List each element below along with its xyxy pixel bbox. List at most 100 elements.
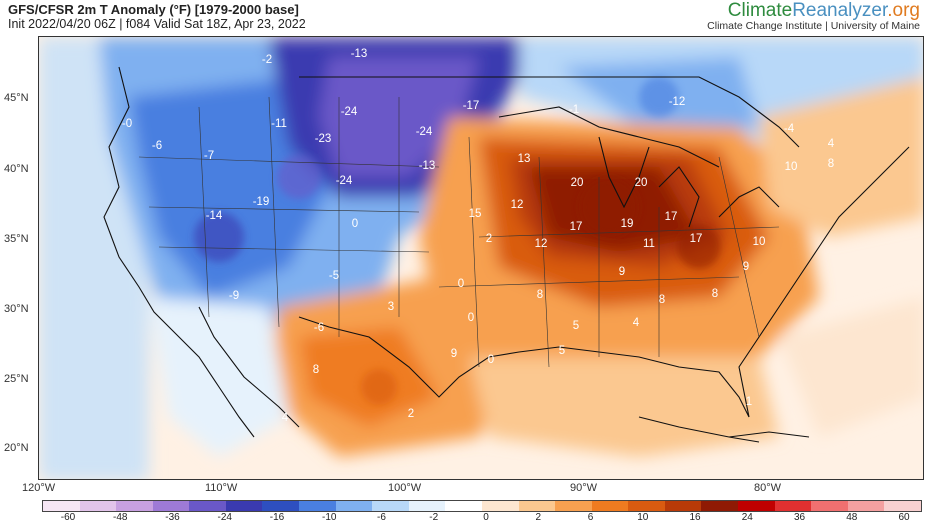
anomaly-label: 8 bbox=[712, 288, 718, 300]
color-scale-segment bbox=[481, 501, 519, 511]
anomaly-label: 13 bbox=[518, 153, 531, 165]
anomaly-label: -12 bbox=[669, 96, 686, 108]
anomaly-label: 9 bbox=[451, 348, 457, 360]
anomaly-label: 0 bbox=[468, 312, 474, 324]
color-scale-segment bbox=[555, 501, 592, 511]
anomaly-label: 8 bbox=[537, 289, 543, 301]
color-scale-segment bbox=[591, 501, 629, 511]
anomaly-label: 0 bbox=[352, 218, 358, 230]
anomaly-label: -2 bbox=[262, 54, 272, 66]
lon-label-100: 100°W bbox=[388, 482, 422, 494]
lon-label-80: 80°W bbox=[754, 482, 782, 494]
anomaly-label: 17 bbox=[665, 211, 678, 223]
lon-label-110: 110°W bbox=[205, 482, 238, 494]
anomaly-label: -17 bbox=[463, 100, 480, 112]
anomaly-label: 4 bbox=[828, 138, 835, 150]
anomaly-label: 8 bbox=[313, 364, 319, 376]
anomaly-label: 12 bbox=[535, 238, 548, 250]
lon-label-90: 90°W bbox=[570, 482, 598, 494]
anomaly-label: -6 bbox=[314, 322, 324, 334]
anomaly-label: 17 bbox=[570, 221, 583, 233]
anomaly-label: 8 bbox=[659, 294, 665, 306]
anomaly-label: -5 bbox=[329, 270, 339, 282]
anomaly-label: -1 bbox=[569, 104, 579, 116]
anomaly-label: 19 bbox=[621, 218, 634, 230]
color-scale-segment bbox=[79, 501, 117, 511]
lat-label-30: 30°N bbox=[4, 303, 29, 315]
anomaly-label: 4 bbox=[633, 317, 640, 329]
anomaly-label: -0 bbox=[122, 118, 132, 130]
anomaly-label: -14 bbox=[206, 210, 223, 222]
map-subtitle: Init 2022/04/20 06Z | f084 Valid Sat 18Z… bbox=[8, 17, 306, 31]
lat-label-45: 45°N bbox=[4, 92, 29, 104]
color-scale-segment bbox=[43, 501, 80, 511]
color-scale-segment bbox=[774, 501, 812, 511]
anomaly-label: -19 bbox=[253, 196, 270, 208]
anomaly-label: -4 bbox=[784, 123, 795, 135]
color-scale-tick: -16 bbox=[269, 512, 285, 523]
anomaly-labels: -13 -2 -24 -11 -23 -24 -17 -13 -24 -6 -7… bbox=[122, 48, 835, 424]
anomaly-label: -6 bbox=[152, 140, 162, 152]
anomaly-label: 2 bbox=[486, 233, 492, 245]
color-scale-tick: -24 bbox=[217, 512, 232, 523]
color-scale-segment bbox=[847, 501, 885, 511]
color-scale-tick: 0 bbox=[483, 512, 489, 523]
color-scale-segment bbox=[701, 501, 738, 511]
anomaly-label: 15 bbox=[469, 208, 482, 220]
anomaly-label: 5 bbox=[573, 320, 579, 332]
color-scale-segment bbox=[335, 501, 373, 511]
lat-label-25: 25°N bbox=[4, 373, 29, 385]
anomaly-label: 11 bbox=[643, 238, 655, 250]
anomaly-label: 8 bbox=[828, 158, 834, 170]
anomaly-label: -11 bbox=[271, 118, 287, 130]
anomaly-label: 5 bbox=[559, 345, 565, 357]
anomaly-label: 2 bbox=[408, 408, 414, 420]
anomaly-label: 17 bbox=[690, 233, 703, 245]
color-scale-tick: -2 bbox=[429, 512, 439, 523]
color-scale-segment bbox=[737, 501, 775, 511]
color-scale-segment bbox=[372, 501, 409, 511]
color-scale-segment bbox=[189, 501, 226, 511]
color-scale-tick: -36 bbox=[165, 512, 180, 523]
anomaly-label: 9 bbox=[743, 261, 749, 273]
color-scale-segment bbox=[628, 501, 665, 511]
anomaly-label: 9 bbox=[619, 266, 625, 278]
anomaly-label: -7 bbox=[204, 150, 214, 162]
anomaly-label: 1 bbox=[746, 396, 752, 408]
color-scale-segment bbox=[811, 501, 848, 511]
anomaly-label: -23 bbox=[315, 133, 332, 145]
anomaly-label: -24 bbox=[336, 175, 353, 187]
color-scale-segment bbox=[445, 501, 482, 511]
color-scale-tick: -60 bbox=[60, 512, 76, 523]
anomaly-map-svg: -13 -2 -24 -11 -23 -24 -17 -13 -24 -6 -7… bbox=[39, 37, 923, 479]
color-scale-tick: 10 bbox=[637, 512, 649, 523]
anomaly-label: 10 bbox=[753, 236, 766, 248]
color-scale-segment bbox=[152, 501, 190, 511]
color-scale-segment bbox=[299, 501, 336, 511]
color-scale-segment bbox=[225, 501, 263, 511]
color-scale-tick: 24 bbox=[741, 512, 753, 523]
coastlines bbox=[103, 66, 910, 443]
color-scale-tick: 2 bbox=[535, 512, 542, 523]
anomaly-label: 0 bbox=[488, 354, 494, 366]
color-scale-tick: 6 bbox=[587, 512, 594, 523]
anomaly-label: -13 bbox=[351, 48, 368, 60]
color-scale-segment bbox=[262, 501, 300, 511]
anomaly-label: 3 bbox=[388, 301, 394, 313]
anomaly-label: -24 bbox=[416, 126, 433, 138]
lat-label-20: 20°N bbox=[4, 442, 29, 454]
color-scale-tick: -6 bbox=[377, 512, 386, 523]
color-scale-segment bbox=[884, 501, 921, 511]
color-scale-bar bbox=[42, 500, 922, 512]
anomaly-label: -9 bbox=[229, 290, 239, 302]
brand-subtitle: Climate Change Institute | University of… bbox=[707, 20, 920, 32]
anomaly-label: 10 bbox=[785, 161, 798, 173]
color-scale-segment bbox=[518, 501, 556, 511]
map-title: GFS/CFSR 2m T Anomaly (°F) [1979-2000 ba… bbox=[8, 2, 299, 17]
color-scale-segment bbox=[664, 501, 702, 511]
anomaly-label: -13 bbox=[419, 160, 436, 172]
color-scale-tick: -48 bbox=[113, 512, 128, 523]
anomaly-label: 20 bbox=[571, 177, 584, 189]
anomaly-label: 4 bbox=[282, 412, 289, 424]
brand-logo[interactable]: ClimateReanalyzer.org Climate Change Ins… bbox=[707, 0, 920, 32]
